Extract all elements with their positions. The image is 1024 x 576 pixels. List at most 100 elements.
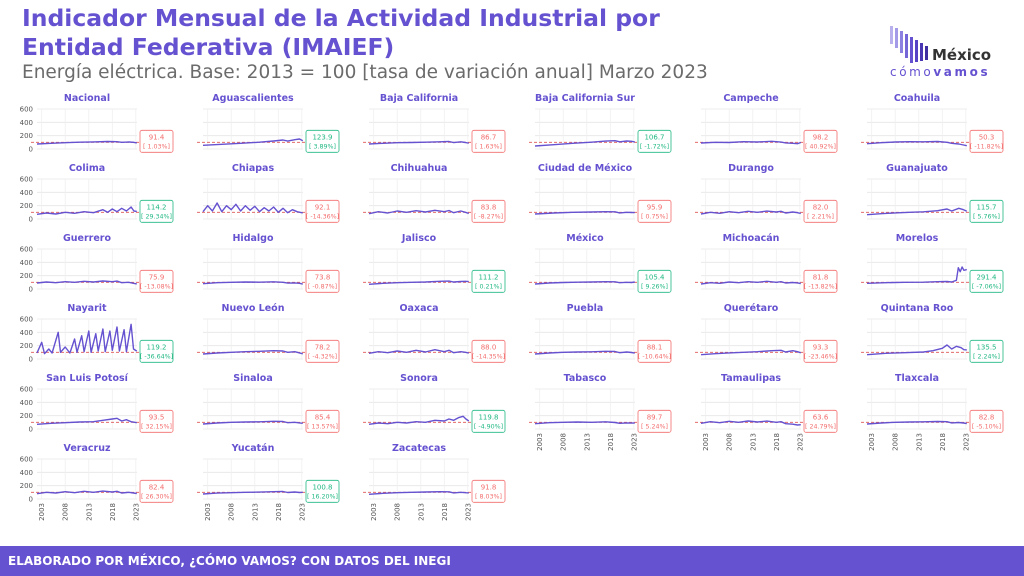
- value-label: 82.0: [813, 203, 829, 211]
- logo-bars-icon: [890, 26, 928, 63]
- value-label-box: [471, 409, 506, 433]
- value-label: 114.2: [146, 203, 166, 211]
- series-line-quintana-roo: [866, 344, 967, 356]
- value-label: 81.8: [813, 273, 829, 281]
- value-label: 119.8: [478, 413, 498, 421]
- panel-title-sonora: Sonora: [400, 373, 438, 384]
- value-label: 119.2: [146, 343, 166, 351]
- value-label-box: [305, 339, 340, 363]
- value-label: 88.0: [481, 343, 497, 351]
- panel-title-san-luis-potosi: San Luis Potosí: [46, 373, 129, 384]
- value-label: 92.1: [315, 203, 331, 211]
- series-line-tamaulipas: [700, 420, 801, 426]
- series-line-sinaloa: [202, 420, 303, 425]
- x-tick-label: 2003: [204, 503, 212, 521]
- value-label: 85.4: [315, 413, 331, 421]
- value-label-box: [803, 199, 838, 223]
- y-tick-label: 200: [20, 412, 33, 420]
- x-tick-label: 2003: [38, 503, 46, 521]
- y-tick-label: 400: [20, 189, 33, 197]
- change-label: [ 2.21%]: [807, 213, 834, 220]
- series-line-guanajuato: [866, 207, 968, 216]
- change-label: [ -0.87%]: [308, 283, 337, 290]
- change-label: [ 8.03%]: [475, 493, 502, 500]
- value-label-box: [803, 269, 838, 293]
- x-tick-label: 2013: [583, 433, 591, 451]
- value-label: 83.8: [481, 203, 497, 211]
- value-label: 105.4: [644, 273, 665, 281]
- value-label-box: [969, 339, 1004, 363]
- value-label-box: [969, 409, 1004, 433]
- value-label: 111.2: [478, 273, 498, 281]
- x-tick-label: 2013: [417, 503, 425, 521]
- panel-title-veracruz: Veracruz: [64, 443, 111, 454]
- series-line-durango: [700, 210, 801, 215]
- x-tick-label: 2008: [892, 433, 900, 451]
- panel-title-chiapas: Chiapas: [232, 163, 275, 174]
- panel-title-tlaxcala: Tlaxcala: [895, 373, 939, 384]
- change-label: [ -14.36%]: [306, 213, 339, 220]
- y-tick-label: 400: [20, 399, 33, 407]
- x-tick-label: 2013: [915, 433, 923, 451]
- value-label-box: [305, 479, 340, 503]
- change-label: [ -23.46%]: [804, 353, 837, 360]
- value-label: 100.8: [312, 483, 332, 491]
- panel-title-baja-california: Baja California: [380, 93, 458, 104]
- x-tick-label: 2023: [796, 433, 804, 451]
- value-label-box: [471, 129, 506, 153]
- value-label-box: [139, 199, 174, 223]
- panel-title-durango: Durango: [728, 163, 774, 174]
- panel-title-colima: Colima: [69, 163, 105, 174]
- value-label: 106.7: [644, 133, 664, 141]
- series-line-zacatecas: [368, 491, 469, 495]
- series-line-sonora: [368, 415, 470, 425]
- series-line-chihuahua: [368, 209, 470, 215]
- series-line-yucatan: [202, 490, 303, 495]
- change-label: [ -36.64%]: [140, 353, 173, 360]
- y-tick-label: 400: [20, 259, 33, 267]
- change-label: [ -13.82%]: [804, 283, 837, 290]
- x-tick-label: 2018: [441, 503, 449, 521]
- series-line-puebla: [534, 350, 635, 355]
- logo-word: México: [932, 46, 992, 64]
- value-label-box: [305, 269, 340, 293]
- change-label: [ -10.64%]: [638, 353, 671, 360]
- x-tick-label: 2018: [275, 503, 283, 521]
- y-tick-label: 0: [29, 146, 33, 154]
- change-label: [ -8.27%]: [474, 213, 503, 220]
- series-line-chiapas: [202, 202, 303, 214]
- y-tick-label: 200: [20, 482, 33, 490]
- value-label-box: [305, 129, 340, 153]
- value-label-box: [471, 199, 506, 223]
- small-multiples-chart: Nacional 0 200 400 600 91.4 [ 1.03%] Aguascalie…: [20, 93, 1004, 521]
- panel-title-baja-california-sur: Baja California Sur: [535, 93, 635, 104]
- x-tick-label: 2008: [394, 503, 402, 521]
- x-tick-label: 2008: [228, 503, 236, 521]
- value-label-box: [305, 199, 340, 223]
- x-tick-label: 2008: [726, 433, 734, 451]
- x-tick-label: 2013: [749, 433, 757, 451]
- value-label-box: [803, 129, 838, 153]
- value-label: 98.2: [813, 133, 829, 141]
- change-label: [ 40.92%]: [805, 143, 836, 150]
- change-label: [ -14.35%]: [472, 353, 505, 360]
- series-line-guerrero: [36, 280, 137, 285]
- panel-title-michoacan: Michoacán: [723, 233, 780, 244]
- panel-title-jalisco: Jalisco: [401, 233, 437, 244]
- x-tick-label: 2018: [773, 433, 781, 451]
- value-label: 95.9: [647, 203, 663, 211]
- y-tick-label: 600: [20, 456, 33, 464]
- logo-sub-vamos: vamos: [933, 65, 991, 79]
- change-label: [ 9.26%]: [641, 283, 668, 290]
- change-label: [ -5.10%]: [972, 423, 1001, 430]
- panel-title-sinaloa: Sinaloa: [233, 373, 272, 384]
- value-label: 82.4: [149, 483, 165, 491]
- x-tick-label: 2018: [607, 433, 615, 451]
- value-label-box: [969, 269, 1004, 293]
- value-label-box: [803, 409, 838, 433]
- series-line-morelos: [866, 266, 967, 284]
- x-tick-label: 2008: [62, 503, 70, 521]
- change-label: [ 0.21%]: [475, 283, 502, 290]
- change-label: [ 32.15%]: [141, 423, 172, 430]
- logo-subtext: cómovamos: [890, 65, 990, 79]
